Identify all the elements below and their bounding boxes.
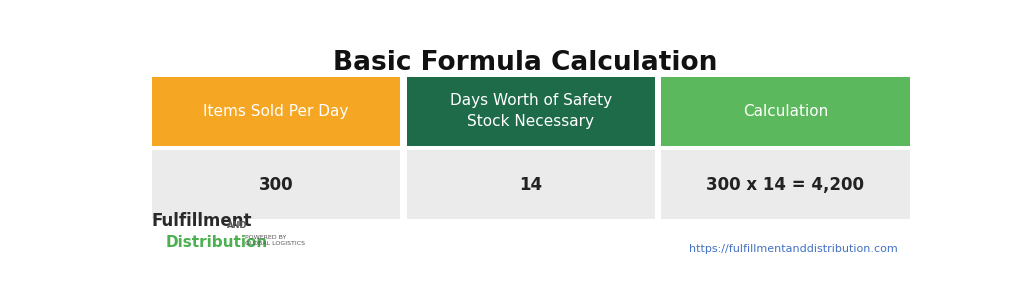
Text: 300: 300: [259, 176, 293, 194]
FancyBboxPatch shape: [662, 150, 909, 219]
Text: Items Sold Per Day: Items Sold Per Day: [204, 104, 349, 119]
FancyBboxPatch shape: [152, 150, 400, 219]
Text: POWERED BY
GLOBAL LOGISTICS: POWERED BY GLOBAL LOGISTICS: [246, 235, 305, 246]
Text: 14: 14: [519, 176, 543, 194]
Text: Distribution: Distribution: [166, 235, 268, 250]
Text: https://fulfillmentanddistribution.com: https://fulfillmentanddistribution.com: [689, 244, 898, 254]
Text: Basic Formula Calculation: Basic Formula Calculation: [333, 50, 717, 76]
FancyBboxPatch shape: [407, 150, 655, 219]
Text: 300 x 14 = 4,200: 300 x 14 = 4,200: [707, 176, 864, 194]
Text: Calculation: Calculation: [742, 104, 828, 119]
Text: AND: AND: [227, 221, 248, 230]
FancyBboxPatch shape: [662, 77, 909, 146]
FancyBboxPatch shape: [407, 77, 655, 146]
FancyBboxPatch shape: [152, 77, 400, 146]
Text: Fulfillment: Fulfillment: [152, 212, 252, 230]
Text: Days Worth of Safety
Stock Necessary: Days Worth of Safety Stock Necessary: [450, 94, 611, 130]
